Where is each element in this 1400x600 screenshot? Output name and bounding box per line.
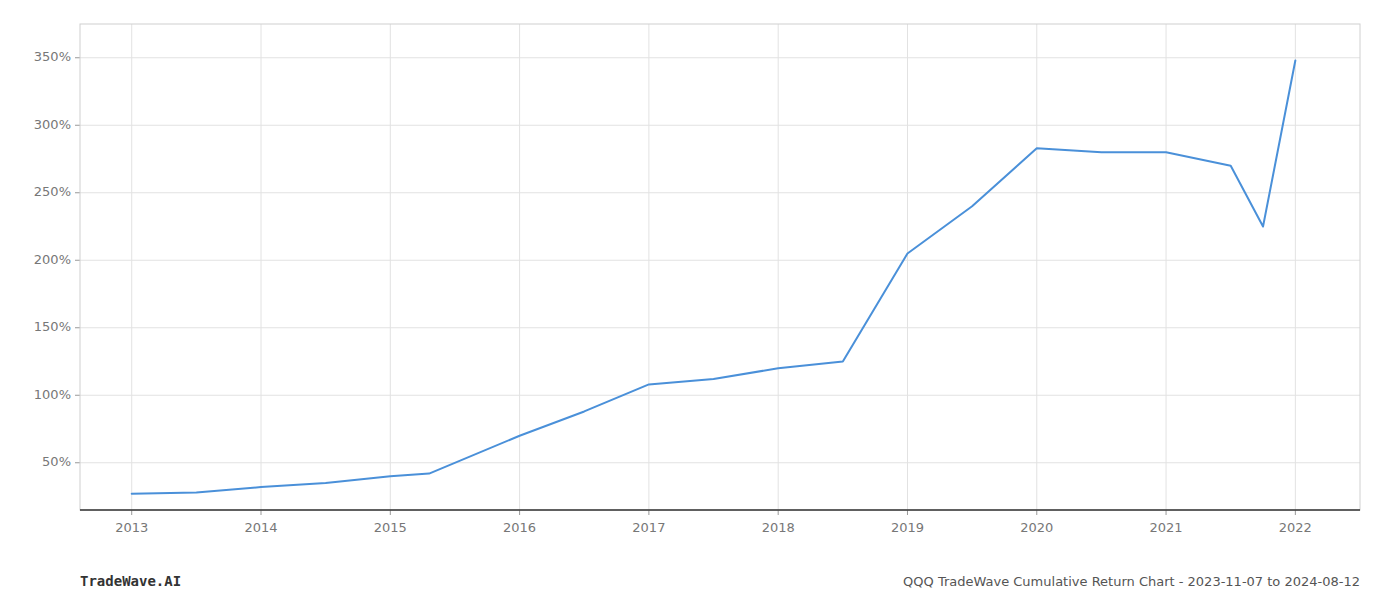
plot-area <box>132 60 1296 493</box>
y-grid-line <box>80 462 1360 463</box>
x-tick-label: 2018 <box>762 520 795 535</box>
background <box>0 0 1400 600</box>
y-grid-line <box>80 260 1360 261</box>
y-tick <box>75 57 80 58</box>
y-tick-label: 100% <box>34 387 71 402</box>
y-tick <box>75 260 80 261</box>
x-grid-line <box>1295 24 1296 510</box>
y-grid-line <box>80 57 1360 58</box>
x-grid-line <box>519 24 520 510</box>
x-grid-line <box>261 24 262 510</box>
y-tick-label: 250% <box>34 184 71 199</box>
y-tick <box>75 192 80 193</box>
footer-right: QQQ TradeWave Cumulative Return Chart - … <box>903 574 1360 589</box>
y-tick <box>75 462 80 463</box>
x-grid-line <box>390 24 391 510</box>
x-grid-line <box>1166 24 1167 510</box>
grid <box>80 24 1360 510</box>
y-tick <box>75 395 80 396</box>
x-tick-label: 2017 <box>632 520 665 535</box>
annotations: TradeWave.AI QQQ TradeWave Cumulative Ret… <box>80 573 1360 589</box>
y-tick-label: 300% <box>34 117 71 132</box>
x-grid-line <box>648 24 649 510</box>
x-tick-label: 2013 <box>115 520 148 535</box>
y-tick-label: 350% <box>34 49 71 64</box>
y-tick <box>75 125 80 126</box>
x-grid-line <box>778 24 779 510</box>
x-tick-label: 2021 <box>1150 520 1183 535</box>
line-series <box>132 60 1296 493</box>
chart-svg: 50% 100% 150% 200% 250% 300% 350% 2013 2014 2015 2… <box>0 0 1400 600</box>
x-tick-label: 2016 <box>503 520 536 535</box>
x-axis-line <box>80 509 1360 511</box>
axes: 50% 100% 150% 200% 250% 300% 350% 2013 2014 2015 2… <box>34 24 1360 535</box>
footer-left: TradeWave.AI <box>80 573 181 589</box>
x-grid-line <box>131 24 132 510</box>
x-tick-label: 2022 <box>1279 520 1312 535</box>
y-grid-line <box>80 192 1360 193</box>
x-grid-line <box>1036 24 1037 510</box>
y-grid-line <box>80 327 1360 328</box>
x-tick-label: 2020 <box>1020 520 1053 535</box>
chart-container: 50% 100% 150% 200% 250% 300% 350% 2013 2014 2015 2… <box>0 0 1400 600</box>
y-grid-line <box>80 395 1360 396</box>
plot-frame <box>80 24 1360 510</box>
y-tick-label: 50% <box>42 454 71 469</box>
y-tick <box>75 327 80 328</box>
x-tick-label: 2019 <box>891 520 924 535</box>
x-tick-label: 2014 <box>244 520 277 535</box>
y-tick-label: 200% <box>34 252 71 267</box>
y-grid-line <box>80 125 1360 126</box>
y-tick-label: 150% <box>34 319 71 334</box>
x-tick-label: 2015 <box>374 520 407 535</box>
x-grid-line <box>907 24 908 510</box>
